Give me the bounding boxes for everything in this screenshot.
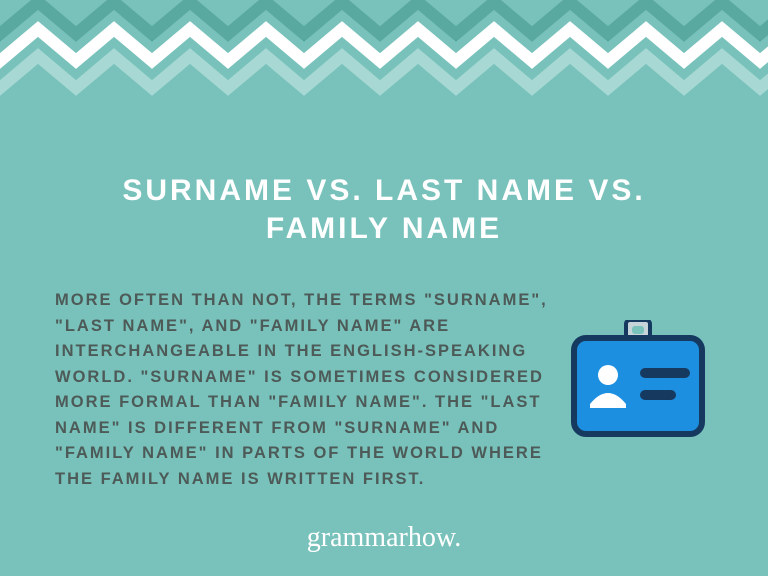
zigzag-svg bbox=[0, 0, 768, 120]
body-text: More often than not, the terms "surname"… bbox=[55, 288, 555, 493]
id-badge-icon bbox=[568, 320, 708, 440]
zigzag-header bbox=[0, 0, 768, 120]
heading: Surname vs. Last Name vs. Family Name bbox=[0, 172, 768, 247]
infographic-card: Surname vs. Last Name vs. Family Name Mo… bbox=[0, 0, 768, 576]
brand-text: grammarhow. bbox=[0, 522, 768, 554]
